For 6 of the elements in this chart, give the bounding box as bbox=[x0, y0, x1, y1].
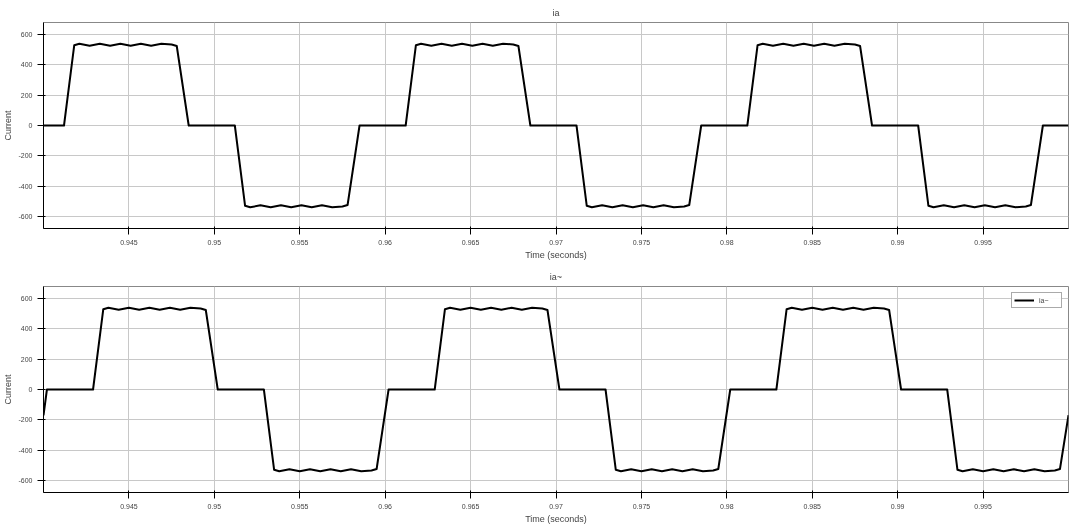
x-axis-title: Time (seconds) bbox=[525, 249, 587, 260]
x-axis-title: Time (seconds) bbox=[525, 513, 587, 524]
y-axis-title: Current bbox=[3, 374, 14, 405]
chart-title: ia~ bbox=[549, 271, 563, 282]
chart-title: ia bbox=[552, 7, 560, 18]
y-axis-title: Current bbox=[3, 110, 14, 141]
